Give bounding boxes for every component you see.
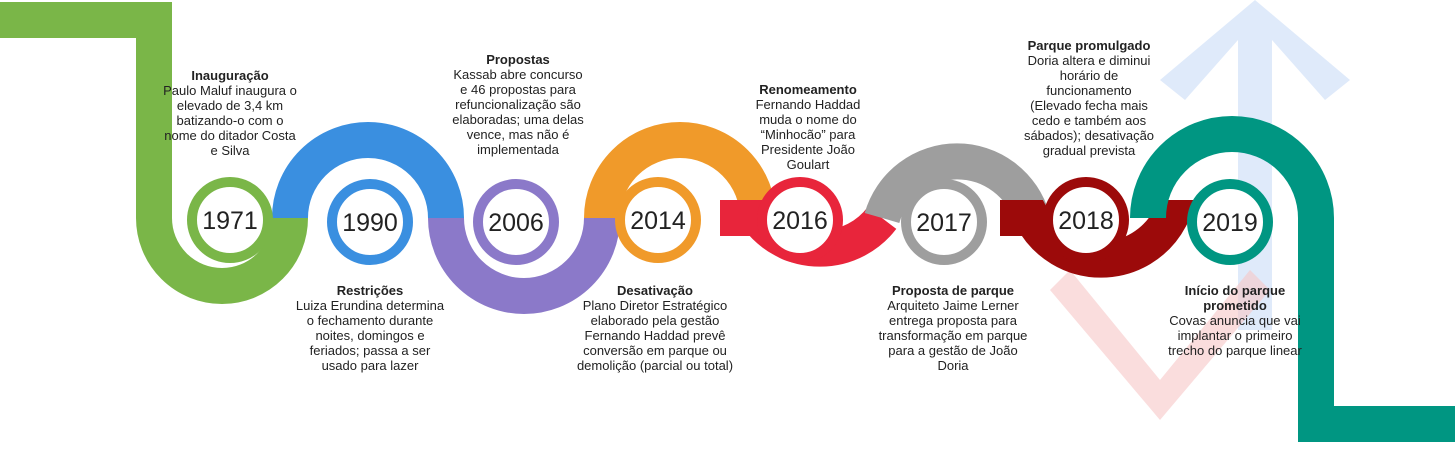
background-arrow-down-icon xyxy=(1050,270,1270,420)
year-ring-1990: 1990 xyxy=(327,179,413,265)
event-description: Arquiteto Jaime Lerner entrega proposta … xyxy=(878,298,1028,373)
event-description: Covas anuncia que vai implantar o primei… xyxy=(1168,313,1302,358)
year-ring-2016: 2016 xyxy=(757,177,843,263)
event-title: Restrições xyxy=(336,283,404,298)
year-label: 2018 xyxy=(1058,207,1114,235)
year-ring-1971: 1971 xyxy=(187,177,273,263)
event-label-1971: Inauguração Paulo Maluf inaugura o elevad… xyxy=(160,68,300,158)
event-label-2017: Proposta de parque Arquiteto Jaime Lerner… xyxy=(878,283,1028,373)
year-ring-2018: 2018 xyxy=(1043,177,1129,263)
event-title: Propostas xyxy=(486,52,550,67)
path-segment-1971 xyxy=(0,2,308,304)
event-label-2014: Desativação Plano Diretor Estratégico ela… xyxy=(575,283,735,373)
event-description: Kassab abre concurso e 46 propostas para… xyxy=(452,67,584,157)
year-ring-2019: 2019 xyxy=(1187,179,1273,265)
event-label-2016: Renomeamento Fernando Haddad muda o nome … xyxy=(738,82,878,172)
year-label: 2016 xyxy=(772,207,828,235)
event-label-2006: Propostas Kassab abre concurso e 46 propo… xyxy=(448,52,588,157)
path-segment-2019 xyxy=(1130,116,1455,442)
event-label-2019: Início do parque prometido Covas anuncia … xyxy=(1165,283,1305,358)
event-description: Fernando Haddad muda o nome do “Minhocão… xyxy=(755,97,861,172)
year-ring-2014: 2014 xyxy=(615,177,701,263)
year-label: 2014 xyxy=(630,207,686,235)
event-description: Luiza Erundina determina o fechamento du… xyxy=(295,298,445,373)
path-segment-2014 xyxy=(584,122,776,219)
year-ring-2017: 2017 xyxy=(901,179,987,265)
year-label: 1971 xyxy=(202,207,258,235)
event-title: Desativação xyxy=(617,283,693,298)
event-title: Parque promulgado xyxy=(1027,38,1151,53)
path-segment-1990 xyxy=(272,122,464,219)
year-label: 2017 xyxy=(916,209,972,237)
event-description: Doria altera e diminui horário de funcio… xyxy=(1023,53,1155,158)
path-segment-2006 xyxy=(428,217,620,314)
path-segment-2017 xyxy=(864,143,1050,224)
background-arrow-up-icon xyxy=(1160,0,1350,330)
event-title: Início do parque prometido xyxy=(1184,283,1286,313)
event-label-2018: Parque promulgado Doria altera e diminui … xyxy=(1020,38,1158,158)
event-description: Plano Diretor Estratégico elaborado pela… xyxy=(576,298,734,373)
year-label: 1990 xyxy=(342,209,398,237)
event-title: Renomeamento xyxy=(759,82,857,97)
year-label: 2019 xyxy=(1202,209,1258,237)
event-label-1990: Restrições Luiza Erundina determina o fec… xyxy=(295,283,445,373)
event-title: Inauguração xyxy=(191,68,269,83)
event-description: Paulo Maluf inaugura o elevado de 3,4 km… xyxy=(163,83,297,158)
event-title: Proposta de parque xyxy=(891,283,1015,298)
year-label: 2006 xyxy=(488,209,544,237)
year-ring-2006: 2006 xyxy=(473,179,559,265)
